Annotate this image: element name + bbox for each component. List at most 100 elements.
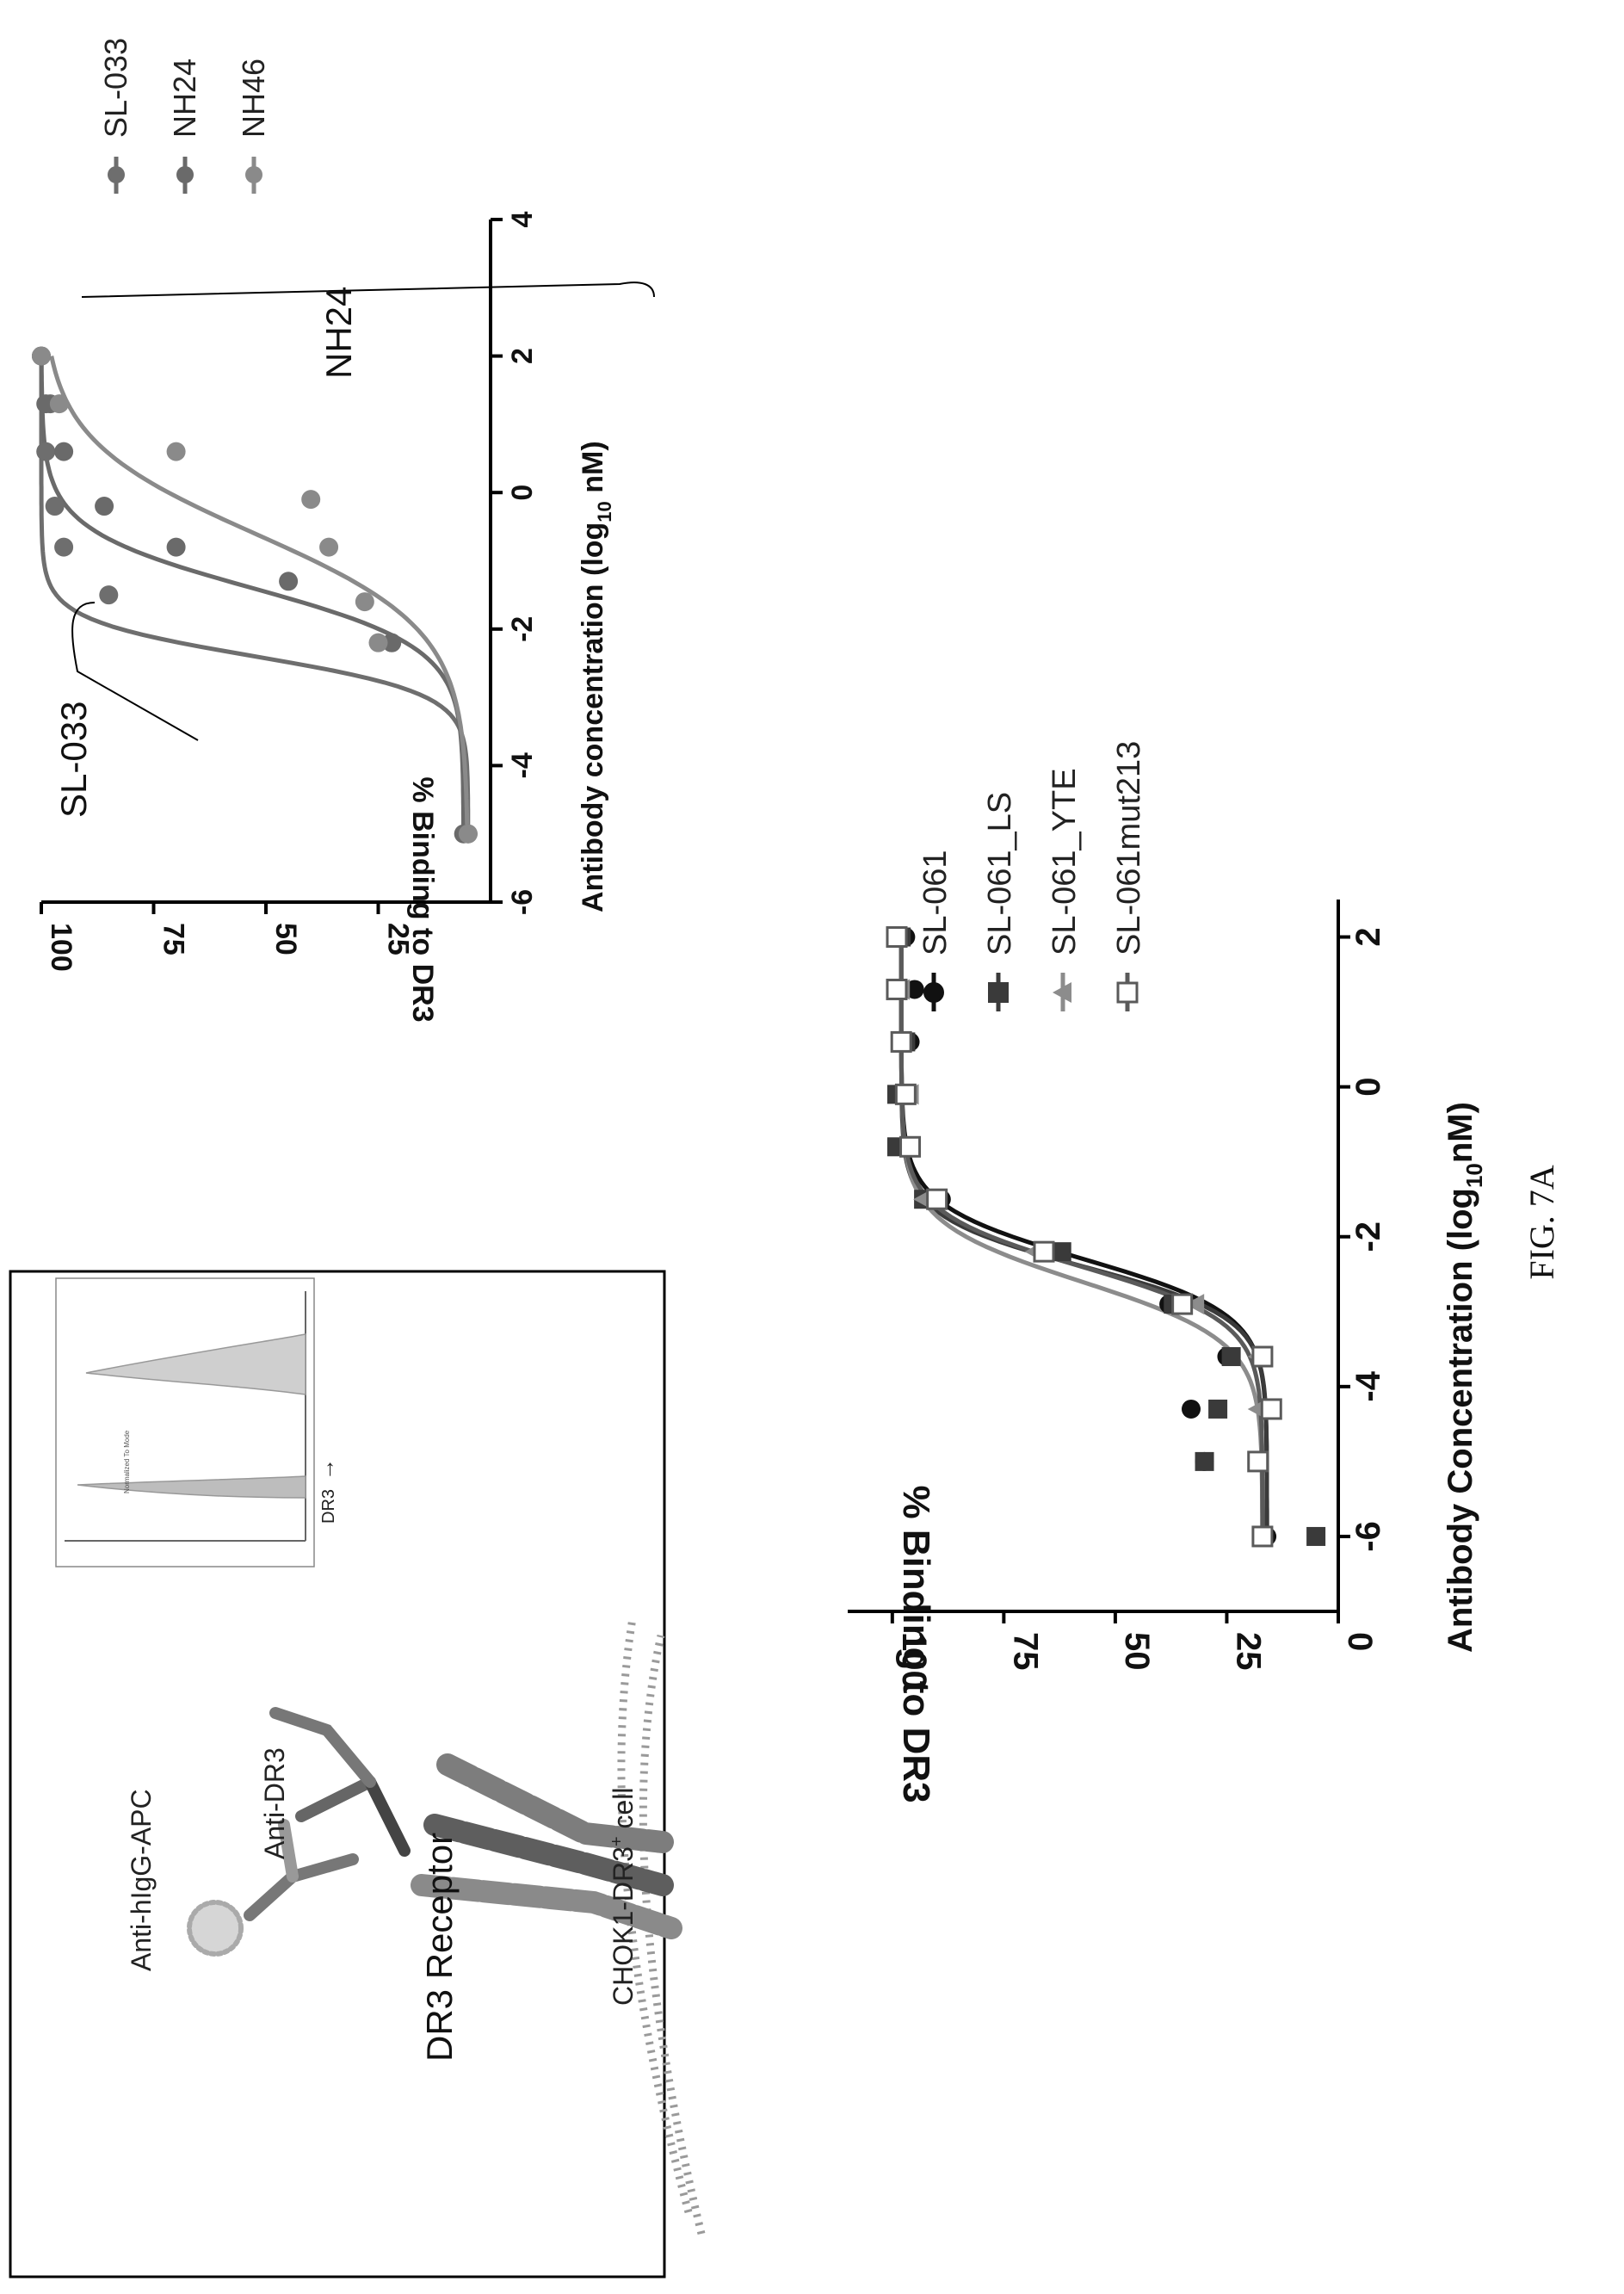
top-ytick-label: 100: [45, 923, 77, 972]
inset-arrow: →: [313, 1458, 339, 1481]
top-xlabel: Antibody concentration (log10 nM): [577, 441, 615, 912]
top-xtick-label: 2: [506, 348, 539, 364]
bottom-point-sl-061mut213: [1171, 1293, 1194, 1315]
bottom-fit-sl-061-ls: [898, 937, 1269, 1537]
bottom-point-sl-061-ls: [1195, 1451, 1214, 1471]
top-fit-nh46: [49, 356, 470, 834]
top-point-nh46: [301, 490, 321, 510]
bottom-ytick-label: 50: [1118, 1632, 1156, 1671]
top-yticks: 25 50 75 100: [40, 902, 415, 972]
bottom-legend-label: SL-061_LS: [982, 792, 1018, 955]
schematic-label-secondary: Anti-hIgG-APC: [126, 1789, 157, 1971]
receptor-chain-1: [436, 1753, 674, 1853]
top-point-nh46: [166, 442, 186, 461]
bottom-point-sl-061-ls: [1306, 1526, 1326, 1546]
schematic-label-receptor: DR3 Receptor: [419, 1833, 460, 2062]
bottom-ytick-label: 100: [895, 1632, 933, 1690]
top-xticks: -6 -4 -2 0 2 4: [491, 211, 539, 915]
top-ytick-label: 50: [269, 923, 302, 955]
top-legend-marker: [245, 166, 262, 183]
bottom-point-sl-061mut213: [894, 1083, 917, 1105]
bottom-xlabel-main: Antibody Concentration (log: [1442, 1188, 1479, 1653]
anti-higg-apc-antibody: [187, 1819, 359, 1957]
bottom-yticks: 0 25 50 75 100: [890, 1611, 1379, 1690]
annotation-leader-nh24: [71, 602, 199, 741]
top-xtick-label: 4: [506, 211, 539, 227]
top-xlabel-main: Antibody concentration (log: [577, 522, 609, 912]
bottom-xtick-label: 2: [1349, 927, 1387, 946]
bottom-fit-sl-061mut213: [898, 937, 1265, 1537]
anti-dr3-arm-1: [295, 1776, 376, 1822]
top-legend: SL-033 NH24 NH46: [98, 38, 271, 194]
receptor-chain-2: [423, 1814, 674, 1896]
chart-bottom-right-axes: [848, 900, 1340, 1613]
cell-label-suffix: cell: [608, 1787, 639, 1836]
bottom-point-sl-061-ls: [1221, 1347, 1241, 1367]
top-annotations: SL-033 NH24: [53, 281, 655, 818]
bottom-ytick-label: 25: [1229, 1632, 1267, 1671]
apc-arm-1: [244, 1853, 359, 1921]
top-point-sl-033: [99, 585, 119, 605]
chart-bottom-right: -6 -4 -2 0 2 0 25 50 75 100 Antibody Concentrati…: [848, 741, 1487, 1803]
bottom-point-sl-061mut213: [886, 926, 908, 949]
bottom-legend-marker: [923, 982, 944, 1003]
top-legend-label: SL-033: [98, 38, 133, 138]
bottom-legend-label: SL-061_YTE: [1047, 768, 1083, 955]
bottom-legend-label: SL-061: [917, 850, 954, 955]
top-ytick-label: 75: [157, 923, 190, 955]
anti-dr3-antibody: [269, 1707, 411, 1857]
top-legend-label: NH46: [236, 59, 271, 138]
top-point-sl-033: [36, 442, 56, 461]
bottom-ylabel: % Binding to DR3: [895, 1485, 937, 1802]
bottom-point-sl-061: [1182, 1399, 1201, 1419]
bottom-legend-marker: [1053, 982, 1071, 1003]
top-xtick-label: 0: [506, 485, 539, 501]
top-legend-marker: [108, 166, 125, 183]
bottom-xticks: -6 -4 -2 0 2: [1338, 927, 1387, 1552]
bottom-point-sl-061-ls: [1208, 1399, 1228, 1419]
cell-label-sup: +: [608, 1836, 627, 1846]
bottom-point-sl-061mut213: [899, 1135, 922, 1158]
bottom-point-sl-061mut213: [1247, 1450, 1269, 1473]
bottom-xlabel-end: nM): [1442, 1102, 1479, 1163]
chart-top-right: -6 -4 -2 0 2 4 25 50 75 100 Antibody concentrati…: [32, 38, 655, 1023]
flow-histogram-inset: DR3 → Normalized To Mode: [55, 1277, 339, 1567]
top-point-nh46: [319, 537, 339, 557]
bottom-point-sl-061mut213: [890, 1030, 912, 1053]
inset-frame: [55, 1277, 315, 1567]
top-point-sl-033: [54, 537, 74, 557]
top-xtick-label: -4: [506, 752, 539, 778]
cell-membrane: [617, 1617, 706, 2235]
annotation-sl033: SL-033: [53, 702, 94, 818]
apc-fluorophore-icon: [187, 1900, 244, 1957]
inset-xlabel: DR3: [319, 1489, 338, 1524]
top-point-nh46: [458, 824, 478, 844]
membrane-inner: [639, 1635, 706, 2235]
histogram-peak-1: [77, 1475, 306, 1499]
bottom-point-sl-061: [905, 980, 924, 999]
top-point-nh24: [54, 442, 74, 461]
top-ytick-label: 25: [382, 923, 415, 955]
bottom-point-sl-061mut213: [886, 978, 908, 1000]
top-legend-label: NH24: [167, 59, 202, 138]
bottom-legend-marker: [1116, 981, 1139, 1004]
cell-label-main: CHOK1-DR3: [608, 1846, 639, 2006]
bottom-fit-sl-061-yte: [898, 937, 1265, 1537]
dr3-receptor-chains: [411, 1753, 682, 1939]
bottom-legend-marker: [988, 982, 1009, 1003]
schematic-label-cell: CHOK1-DR3+ cell: [608, 1787, 639, 2006]
bottom-point-sl-061mut213: [1260, 1398, 1282, 1420]
top-point-nh46: [32, 346, 51, 366]
bottom-xlabel-sub: 10: [1461, 1163, 1487, 1188]
bottom-point-sl-061mut213: [926, 1188, 948, 1210]
apc-arm-2: [278, 1819, 299, 1883]
bottom-xtick-label: 0: [1349, 1078, 1387, 1097]
bottom-fits: [898, 937, 1269, 1537]
schematic-frame: [9, 1270, 666, 2279]
annotation-nh24: NH24: [318, 287, 359, 379]
bottom-xtick-label: -6: [1349, 1521, 1387, 1552]
bottom-point-sl-061mut213: [1251, 1345, 1274, 1368]
bottom-ytick-label: 0: [1341, 1632, 1379, 1651]
anti-dr3-stem: [269, 1707, 376, 1788]
